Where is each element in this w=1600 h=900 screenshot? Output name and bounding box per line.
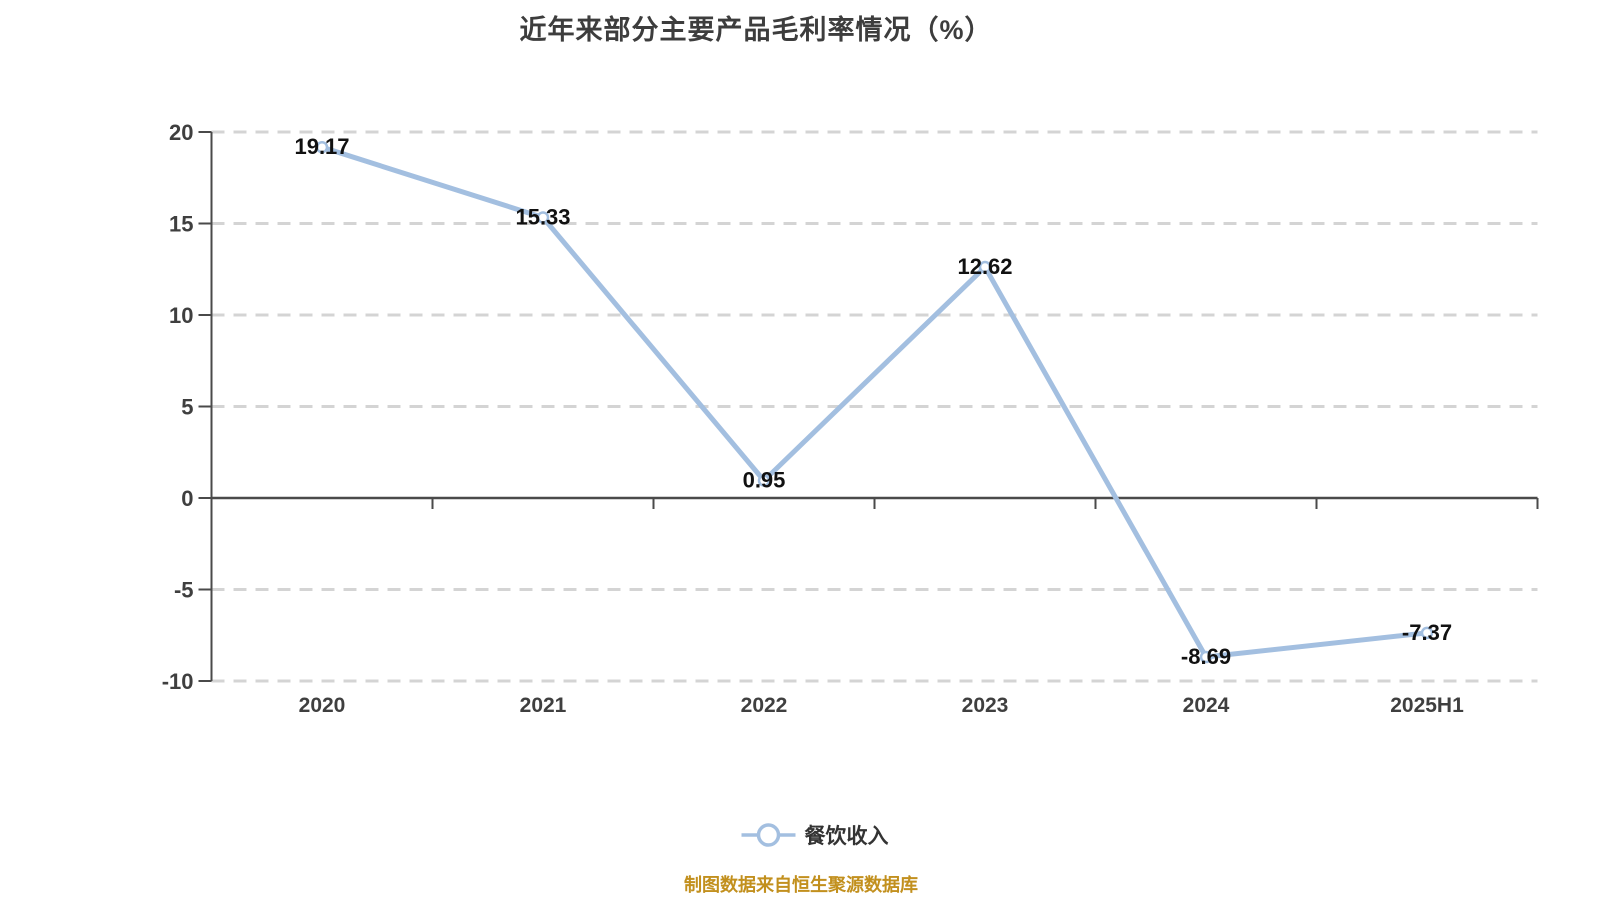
data-point-label: 12.62 [957, 254, 1012, 279]
y-axis-tick-label: -5 [174, 578, 194, 603]
x-axis-tick-label: 2022 [741, 694, 788, 717]
legend-line-marker-icon [741, 823, 796, 847]
data-point-label: 19.17 [294, 134, 349, 159]
y-axis-tick-label: 0 [181, 486, 193, 511]
x-axis-tick-label: 2021 [520, 694, 567, 717]
x-axis-tick-label: 2025H1 [1390, 694, 1464, 717]
y-axis-tick-label: 20 [169, 120, 193, 145]
data-source-note: 制图数据来自恒生聚源数据库 [684, 875, 918, 895]
data-point-marker [1420, 626, 1434, 640]
y-axis-tick-label: -10 [162, 669, 194, 694]
y-axis-tick-label: 5 [181, 395, 193, 420]
data-point-marker [1199, 650, 1213, 664]
data-point-marker [978, 260, 992, 274]
data-point-marker [315, 140, 329, 154]
x-axis-tick-label: 2023 [962, 694, 1009, 717]
data-point-label: -8.69 [1181, 644, 1231, 669]
chart-title: 近年来部分主要产品毛利率情况（%） [519, 15, 993, 45]
data-point-label: 0.95 [743, 468, 786, 493]
data-point-marker [536, 211, 550, 224]
x-axis-tick-label: 2024 [1183, 694, 1230, 717]
data-point-label: 15.33 [515, 204, 570, 229]
legend-item-series[interactable]: 餐饮收入 [741, 820, 889, 850]
data-point-marker [757, 474, 771, 487]
x-axis-tick-label: 2020 [299, 694, 346, 717]
y-axis-tick-label: 15 [169, 212, 193, 237]
series-line [319, 144, 1430, 660]
y-axis-tick-label: 10 [169, 303, 193, 328]
legend-label: 餐饮收入 [804, 825, 889, 848]
data-point-label: -7.37 [1402, 620, 1452, 645]
line-chart-plot-area: 20 15 10 5 0 -5 -10 2020 2021 2022 2023 2024 2025H1 1… [162, 120, 1539, 717]
